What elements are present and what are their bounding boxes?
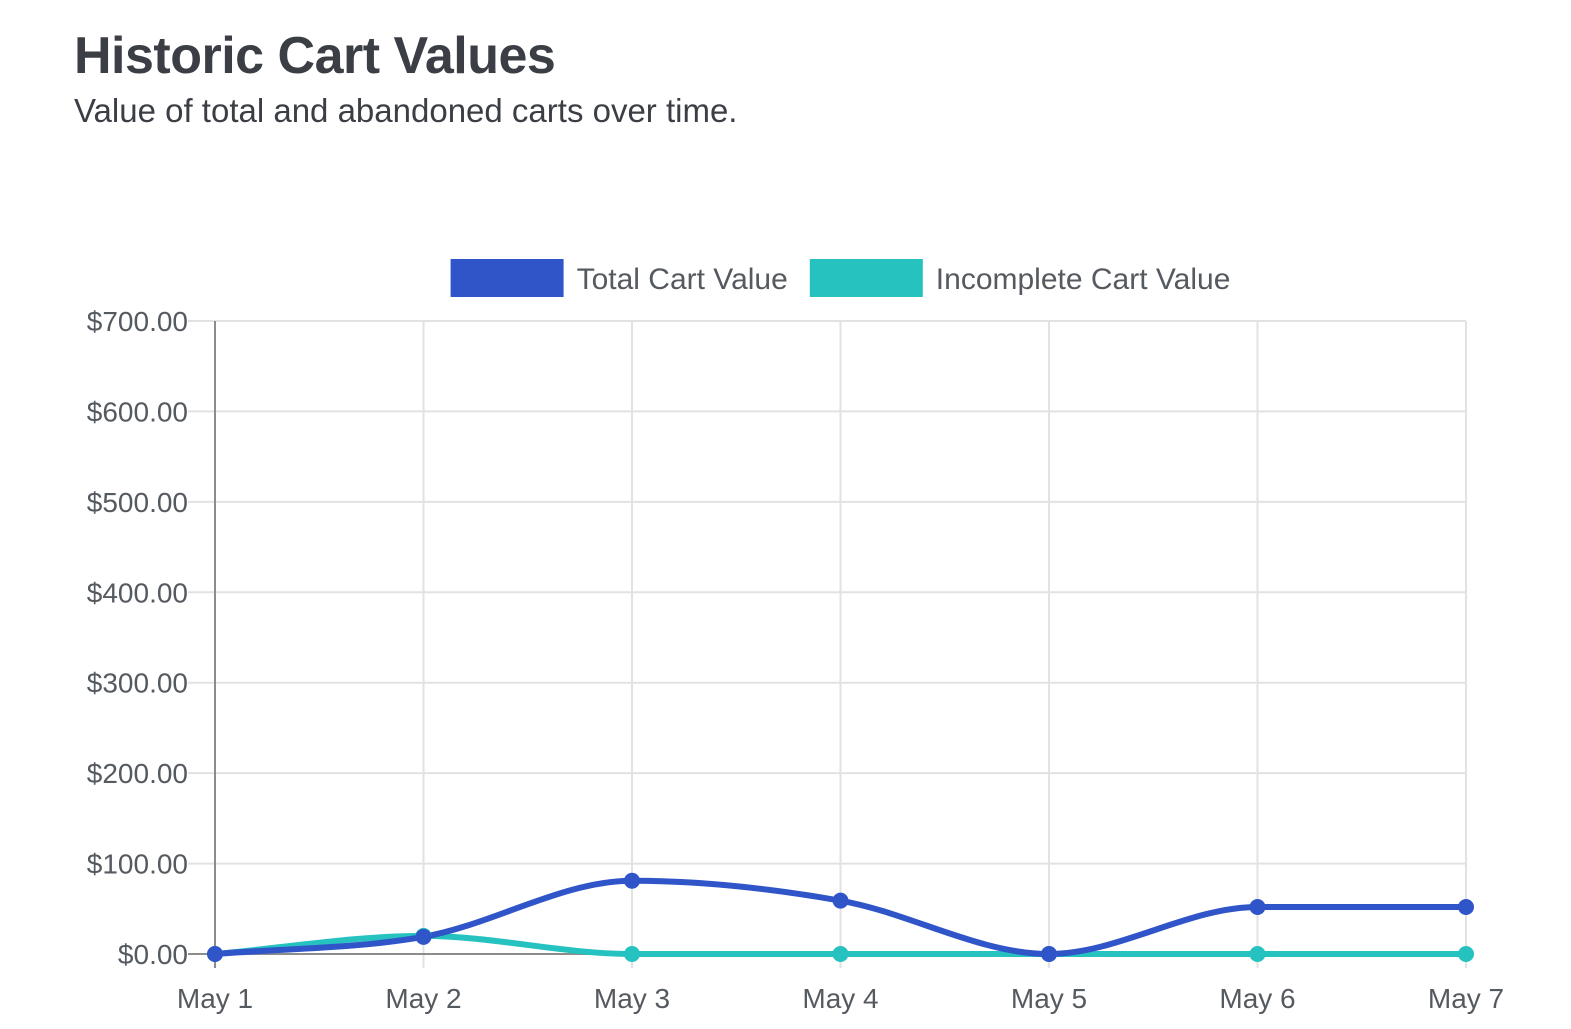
x-tick-label: May 6: [1219, 983, 1295, 1014]
data-point[interactable]: [207, 946, 223, 962]
axes: [188, 321, 1466, 968]
legend-swatch: [809, 259, 923, 297]
legend-swatch: [450, 259, 564, 297]
x-tick-label: May 3: [594, 983, 670, 1014]
data-point[interactable]: [1458, 898, 1474, 915]
y-tick-label: $400.00: [87, 577, 188, 608]
y-tick-label: $300.00: [87, 668, 188, 699]
x-tick-label: May 7: [1428, 983, 1504, 1014]
data-point[interactable]: [1249, 898, 1266, 915]
y-tick-label: $600.00: [87, 396, 188, 427]
y-tick-label: $100.00: [87, 849, 188, 880]
chart-title: Historic Cart Values: [74, 27, 556, 85]
x-tick-label: May 4: [802, 983, 878, 1014]
y-tick-label: $700.00: [87, 306, 188, 337]
data-point[interactable]: [624, 946, 640, 962]
y-axis-tick-labels: $0.00 $100.00 $200.00 $300.00 $400.00 $500.00…: [87, 306, 188, 970]
legend-item-1[interactable]: Incomplete Cart Value: [809, 259, 1231, 297]
data-point[interactable]: [1458, 946, 1474, 962]
x-axis-tick-labels: May 1 May 2 May 3 May 4 May 5 May 6 May 7: [177, 983, 1504, 1014]
data-points[interactable]: [207, 872, 1474, 962]
y-tick-label: $200.00: [87, 758, 188, 789]
data-point[interactable]: [1249, 946, 1266, 962]
data-point[interactable]: [832, 892, 849, 909]
chart-subtitle: Value of total and abandoned carts over …: [74, 92, 738, 129]
x-tick-label: May 2: [385, 983, 461, 1014]
legend[interactable]: Total Cart Value Incomplete Cart Value: [450, 259, 1231, 297]
y-tick-label: $500.00: [87, 487, 188, 518]
data-point[interactable]: [624, 872, 640, 889]
legend-label: Total Cart Value: [577, 263, 788, 296]
x-tick-label: May 1: [177, 983, 253, 1014]
legend-item-0[interactable]: Total Cart Value: [450, 259, 788, 297]
data-point[interactable]: [832, 946, 849, 962]
chart-header: Historic Cart Values Value of total and …: [74, 24, 737, 132]
data-point[interactable]: [415, 928, 432, 945]
y-tick-label: $0.00: [118, 939, 188, 970]
legend-label: Incomplete Cart Value: [936, 263, 1231, 296]
grid-lines: [188, 320, 1467, 968]
data-point[interactable]: [1041, 946, 1057, 962]
x-tick-label: May 5: [1011, 983, 1087, 1014]
